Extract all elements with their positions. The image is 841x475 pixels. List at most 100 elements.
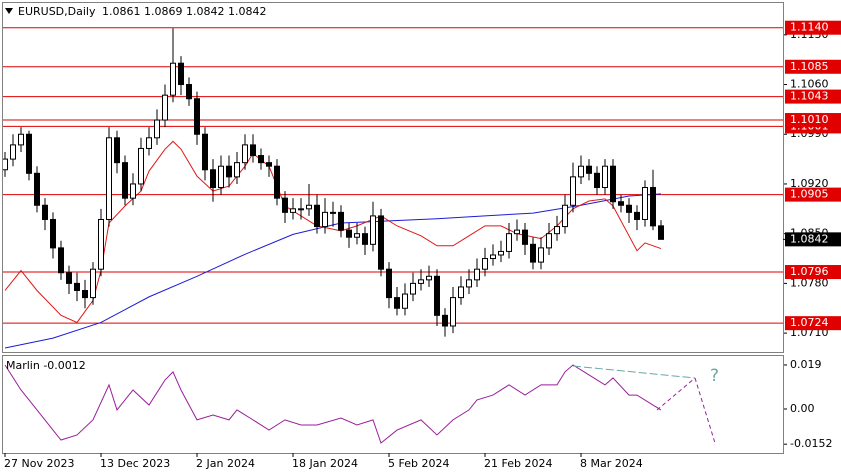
level-label-box bbox=[785, 265, 841, 280]
candle-body bbox=[298, 208, 304, 211]
candle-body bbox=[426, 275, 432, 281]
y-tick-label: 1.1060 bbox=[790, 78, 829, 91]
level-label-box bbox=[785, 187, 841, 202]
candle-body bbox=[330, 211, 336, 214]
plot-layer: 1.11301.10601.09901.09201.08501.07801.07… bbox=[2, 27, 832, 450]
quote: 1.0861 1.0869 1.0842 1.0842 bbox=[102, 5, 266, 18]
candle-body bbox=[538, 247, 544, 263]
candle-body bbox=[506, 233, 512, 252]
candle-body bbox=[514, 229, 520, 235]
candle-body bbox=[98, 218, 104, 270]
candle-body bbox=[2, 158, 8, 171]
candle-body bbox=[642, 187, 648, 220]
candle-body bbox=[362, 233, 368, 245]
candle-body bbox=[394, 297, 400, 309]
candle-body bbox=[314, 204, 320, 228]
level-label: 1.1140 bbox=[790, 21, 829, 34]
indicator-panel-frame bbox=[2, 355, 784, 454]
candle-body bbox=[386, 268, 392, 299]
candle-body bbox=[650, 187, 656, 227]
x-tick-label: 8 Mar 2024 bbox=[580, 457, 643, 470]
candle-body bbox=[418, 279, 424, 284]
candle-body bbox=[434, 275, 440, 316]
candle-body bbox=[530, 243, 536, 263]
candle-body bbox=[162, 94, 168, 121]
candle-body bbox=[450, 297, 456, 327]
level-label: 1.1085 bbox=[790, 60, 829, 73]
x-tick-label: 27 Nov 2023 bbox=[4, 457, 74, 470]
candle-body bbox=[114, 137, 120, 164]
candle-body bbox=[578, 165, 584, 178]
candle-body bbox=[242, 144, 248, 164]
y-tick-label: 0.00 bbox=[790, 402, 815, 415]
candle-body bbox=[658, 225, 664, 240]
level-label: 1.0724 bbox=[790, 316, 829, 329]
candle-body bbox=[626, 204, 632, 213]
candle-body bbox=[178, 62, 184, 86]
projection-line bbox=[656, 377, 696, 411]
candle-body bbox=[66, 272, 72, 284]
level-label-box bbox=[785, 20, 841, 35]
candle-body bbox=[482, 258, 488, 270]
level-label-box bbox=[785, 89, 841, 104]
x-tick-label: 5 Feb 2024 bbox=[388, 457, 449, 470]
candle-body bbox=[250, 144, 256, 157]
candle-body bbox=[42, 204, 48, 220]
candle-body bbox=[402, 293, 408, 309]
last-price-label: 1.0842 bbox=[790, 232, 829, 245]
candle-body bbox=[234, 162, 240, 178]
candle-body bbox=[90, 268, 96, 299]
main-panel-frame bbox=[2, 2, 784, 353]
candle-body bbox=[34, 172, 40, 206]
y-tick-label: 1.0920 bbox=[790, 177, 829, 190]
y-tick-label: -0.0152 bbox=[790, 437, 832, 450]
level-label: 1.1010 bbox=[790, 113, 829, 126]
candle-body bbox=[18, 133, 24, 146]
line-series bbox=[4, 364, 662, 444]
candle-body bbox=[58, 247, 64, 274]
candle-body bbox=[610, 165, 616, 203]
candle-body bbox=[82, 289, 88, 299]
candle-body bbox=[154, 119, 160, 139]
candle-body bbox=[74, 282, 80, 291]
level-label: 1.0905 bbox=[790, 188, 829, 201]
candle-body bbox=[586, 165, 592, 174]
candle-body bbox=[562, 204, 568, 228]
candle-body bbox=[122, 162, 128, 199]
candle-body bbox=[170, 62, 176, 96]
candle-body bbox=[282, 197, 288, 213]
candle-body bbox=[378, 215, 384, 270]
y-tick-label: 0.019 bbox=[790, 358, 822, 371]
candle-body bbox=[410, 282, 416, 295]
x-tick-label: 13 Dec 2023 bbox=[100, 457, 170, 470]
candle-body bbox=[50, 218, 56, 249]
candle-body bbox=[498, 250, 504, 256]
candle-body bbox=[202, 133, 208, 171]
projection-line bbox=[694, 377, 716, 444]
candle-body bbox=[370, 215, 376, 245]
candle-body bbox=[306, 204, 312, 210]
candle-body bbox=[346, 229, 352, 238]
line-series bbox=[4, 140, 662, 324]
candle-body bbox=[466, 279, 472, 288]
candle-body bbox=[26, 133, 32, 174]
annotation: ? bbox=[710, 366, 719, 386]
candle-body bbox=[290, 208, 296, 213]
candle-body bbox=[226, 165, 232, 178]
level-label: 1.1043 bbox=[790, 90, 829, 103]
candle-body bbox=[130, 183, 136, 199]
candle-body bbox=[354, 233, 360, 238]
indicator-title: Marlin -0.0012 bbox=[6, 359, 86, 372]
candle-body bbox=[322, 211, 328, 228]
candle-body bbox=[442, 314, 448, 327]
candle-body bbox=[138, 147, 144, 185]
last-price-box bbox=[785, 232, 841, 247]
candle-body bbox=[258, 155, 264, 164]
projection-line bbox=[572, 365, 696, 379]
candle-body bbox=[194, 98, 200, 135]
candle-body bbox=[458, 286, 464, 299]
menu-triangle bbox=[5, 8, 13, 14]
chart-title: EURUSD,Daily bbox=[18, 5, 96, 18]
candle-body bbox=[210, 169, 216, 189]
